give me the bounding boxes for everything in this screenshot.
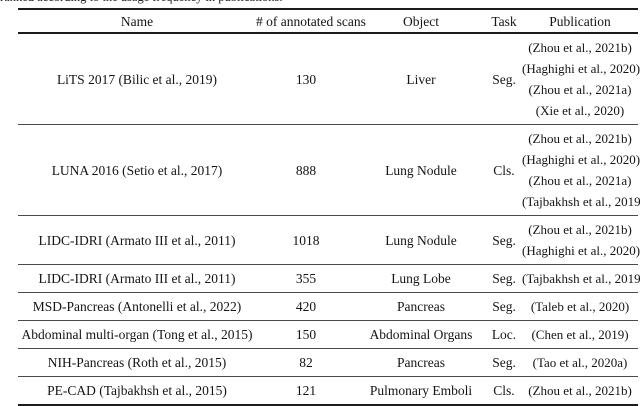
table-row: LUNA 2016 (Setio et al., 2017) 888 Lung No…	[18, 125, 640, 216]
dataset-name-cell: LiTS 2017 (Bilic et al., 2019)	[56, 71, 218, 87]
dataset-name-cell: LIDC-IDRI (Armato III et al., 2011)	[38, 271, 236, 286]
object-cell: Pancreas	[397, 299, 445, 314]
dataset-name-cell: NIH-Pancreas (Roth et al., 2015)	[47, 355, 227, 370]
table-row: LIDC-IDRI (Armato III et al., 2011) 355 Lu…	[18, 265, 640, 293]
object-cell: Abdominal Organs	[369, 327, 473, 342]
publication-line: (Zhou et al., 2021b)	[528, 222, 632, 237]
dataset-name-cell: LIDC-IDRI (Armato III et al., 2011)	[38, 232, 236, 248]
publication-line: (Haghighi et al., 2020)	[522, 152, 640, 167]
publication-cell: (Tajbakhsh et al., 2019)	[522, 265, 640, 292]
annotated-scans-cell: 1018	[292, 232, 320, 248]
annotated-scans-cell: 355	[295, 271, 317, 286]
task-cell: Seg.	[492, 271, 516, 286]
publication-cell: (Zhou et al., 2021b) (Haghighi et al., 20…	[522, 216, 640, 264]
publication-line: (Tajbakhsh et al., 2019)	[522, 271, 640, 286]
dataset-name-cell: LUNA 2016 (Setio et al., 2017)	[51, 162, 223, 178]
publication-cell: (Tao et al., 2020a)	[522, 349, 638, 376]
object-cell: Lung Lobe	[391, 271, 451, 286]
object-cell: Pancreas	[397, 355, 445, 370]
annotated-scans-cell: 130	[295, 71, 317, 87]
publication-cell: (Taleb et al., 2020)	[522, 293, 638, 320]
table-row: LIDC-IDRI (Armato III et al., 2011) 1018 L…	[18, 216, 640, 265]
caption-fragment: ranked according to the usage frequency …	[0, 0, 420, 4]
task-cell: Seg.	[492, 299, 516, 314]
dataset-name-cell: PE-CAD (Tajbakhsh et al., 2015)	[47, 383, 227, 398]
publication-line: (Zhou et al., 2021a)	[528, 82, 632, 97]
publication-line: (Chen et al., 2019)	[531, 327, 629, 342]
table-row: LiTS 2017 (Bilic et al., 2019) 130 Liver Se…	[18, 34, 640, 125]
publication-cell: (Zhou et al., 2021b) (Haghighi et al., 20…	[522, 125, 640, 215]
table-body: LiTS 2017 (Bilic et al., 2019) 130 Liver Se…	[18, 34, 640, 406]
datasets-table: Name # of annotated scans Object Task Pu…	[18, 8, 640, 406]
table-row: PE-CAD (Tajbakhsh et al., 2015) 121 Pulmon…	[18, 377, 638, 406]
publication-line: (Zhou et al., 2021a)	[528, 173, 632, 188]
dataset-name-cell: MSD-Pancreas (Antonelli et al., 2022)	[32, 299, 242, 314]
publication-line: (Zhou et al., 2021b)	[528, 383, 632, 398]
object-cell: Liver	[406, 71, 436, 87]
publication-line: (Zhou et al., 2021b)	[528, 131, 632, 146]
publication-cell: (Zhou et al., 2021b) (Haghighi et al., 20…	[522, 34, 640, 124]
object-cell: Pulmonary Emboli	[369, 383, 473, 398]
annotated-scans-cell: 888	[295, 162, 317, 178]
publication-line: (Haghighi et al., 2020)	[522, 61, 640, 76]
task-cell: Cls.	[493, 383, 515, 398]
dataset-name-cell: Abdominal multi-organ (Tong et al., 2015…	[21, 327, 253, 342]
object-cell: Lung Nodule	[385, 162, 457, 178]
clipped-caption-text: ranked according to the usage frequency …	[0, 0, 420, 5]
task-cell: Seg.	[492, 232, 516, 248]
annotated-scans-cell: 82	[299, 355, 313, 370]
object-cell: Lung Nodule	[385, 232, 457, 248]
header-object: Object	[403, 13, 439, 29]
annotated-scans-cell: 121	[295, 383, 317, 398]
table-row: MSD-Pancreas (Antonelli et al., 2022) 420…	[18, 293, 638, 321]
header-scans: # of annotated scans	[256, 13, 366, 29]
publication-line: (Tao et al., 2020a)	[532, 355, 628, 370]
table-row: Abdominal multi-organ (Tong et al., 2015…	[18, 321, 638, 349]
header-publication: Publication	[549, 13, 611, 29]
publication-line: (Tajbakhsh et al., 2019)	[522, 194, 640, 209]
publication-line: (Haghighi et al., 2020)	[522, 243, 640, 258]
publication-line: (Zhou et al., 2021b)	[528, 40, 632, 55]
annotated-scans-cell: 150	[295, 327, 317, 342]
task-cell: Seg.	[492, 355, 516, 370]
header-name: Name	[120, 13, 154, 29]
publication-cell: (Zhou et al., 2021b)	[522, 377, 638, 404]
publication-line: (Xie et al., 2020)	[535, 103, 625, 118]
table-row: NIH-Pancreas (Roth et al., 2015) 82 Pancre…	[18, 349, 638, 377]
task-cell: Seg.	[492, 71, 516, 87]
table-header-row: Name # of annotated scans Object Task Pu…	[18, 10, 638, 34]
publication-line: (Taleb et al., 2020)	[530, 299, 630, 314]
task-cell: Loc.	[491, 327, 517, 342]
header-task: Task	[491, 13, 517, 29]
publication-cell: (Chen et al., 2019)	[522, 321, 638, 348]
annotated-scans-cell: 420	[295, 299, 317, 314]
task-cell: Cls.	[493, 162, 515, 178]
